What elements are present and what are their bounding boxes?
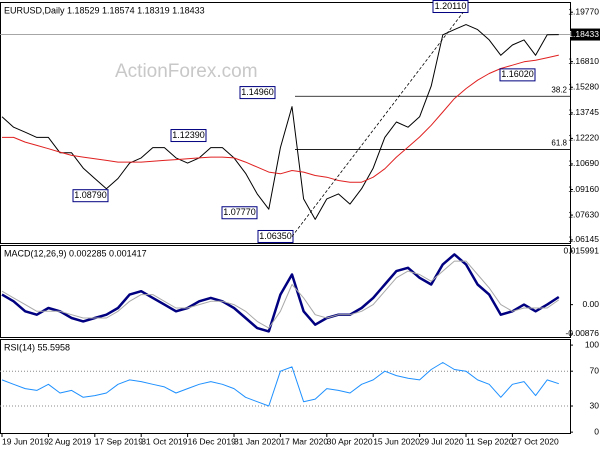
y-tick-label: 1.10690 bbox=[568, 158, 599, 168]
series-line bbox=[2, 54, 559, 183]
x-tick-label: 27 Oct 2020 bbox=[512, 436, 559, 446]
annotation-label: 1.06350 bbox=[259, 231, 292, 241]
x-tick-label: 30 Apr 2020 bbox=[327, 436, 373, 446]
y-tick-label: 1.06145 bbox=[568, 234, 599, 244]
y-tick-label: 1.16810 bbox=[568, 56, 599, 66]
x-tick-label: 15 Jun 2020 bbox=[373, 436, 420, 446]
series-line bbox=[1, 24, 559, 220]
y-tick-label: 30 bbox=[590, 400, 600, 410]
annotation-box bbox=[170, 129, 207, 143]
x-tick-label: 31 Jan 2020 bbox=[234, 436, 281, 446]
x-tick-label: 31 Oct 2019 bbox=[141, 436, 188, 446]
annotation-box bbox=[432, 0, 469, 14]
annotation-label: 1.07770 bbox=[223, 207, 256, 217]
x-tick-label: 11 Sep 2020 bbox=[466, 436, 514, 446]
annotation-label: 1.16020 bbox=[501, 69, 534, 79]
y-tick-label: 0.00 bbox=[582, 299, 599, 309]
y-tick-label: 70 bbox=[590, 365, 600, 375]
x-tick-label: 29 Jul 2020 bbox=[420, 436, 464, 446]
x-tick-label: 2 Aug 2019 bbox=[48, 436, 91, 446]
annotation-label: 1.08790 bbox=[74, 190, 107, 200]
annotation-box bbox=[72, 189, 109, 203]
y-tick-label: 1.13745 bbox=[568, 107, 599, 117]
annotation-box bbox=[221, 206, 258, 220]
trend-line bbox=[291, 12, 464, 237]
series-line bbox=[1, 260, 560, 329]
x-tick-label: 17 Sep 2019 bbox=[95, 436, 143, 446]
y-tick-label: 1.09160 bbox=[568, 184, 599, 194]
x-tick-label: 16 Dec 2019 bbox=[188, 436, 236, 446]
fib-label: 61.8 bbox=[551, 139, 567, 148]
annotation-label: 1.14960 bbox=[241, 87, 274, 97]
annotation-box bbox=[257, 229, 294, 243]
series-line bbox=[1, 362, 559, 407]
y-tick-label: 1.12220 bbox=[568, 133, 599, 143]
annotation-box bbox=[239, 86, 276, 100]
annotation-label: 1.12390 bbox=[172, 130, 205, 140]
panel-frame bbox=[0, 2, 571, 244]
annotation-label: 1.20110 bbox=[435, 1, 467, 11]
last-price-label: 1.18433 bbox=[568, 29, 599, 39]
y-tick-label: 0.015991 bbox=[564, 245, 600, 255]
y-tick-label: -0.00876 bbox=[565, 328, 599, 338]
fib-label: 38.2 bbox=[551, 85, 567, 94]
annotation-box bbox=[499, 68, 536, 82]
panel-header: MACD(12,26,9) 0.002285 0.001417 bbox=[4, 248, 147, 258]
watermark: ActionForex.com bbox=[115, 61, 258, 82]
panel-header: RSI(14) 55.5958 bbox=[4, 342, 70, 352]
panel-frame bbox=[0, 245, 571, 338]
panel-header: EURUSD,Daily 1.18529 1.18574 1.18319 1.1… bbox=[4, 5, 205, 15]
y-tick-label: 100 bbox=[585, 339, 599, 349]
y-tick-label: 1.07630 bbox=[568, 209, 599, 219]
x-tick-label: 17 Mar 2020 bbox=[280, 436, 328, 446]
x-tick-label: 19 Jun 2019 bbox=[2, 436, 49, 446]
last-price-box bbox=[571, 28, 600, 41]
y-tick-label: 0 bbox=[594, 426, 599, 436]
y-tick-label: 1.15280 bbox=[568, 81, 599, 91]
panel-frame bbox=[0, 339, 571, 434]
y-tick-label: 1.19770 bbox=[568, 6, 599, 16]
